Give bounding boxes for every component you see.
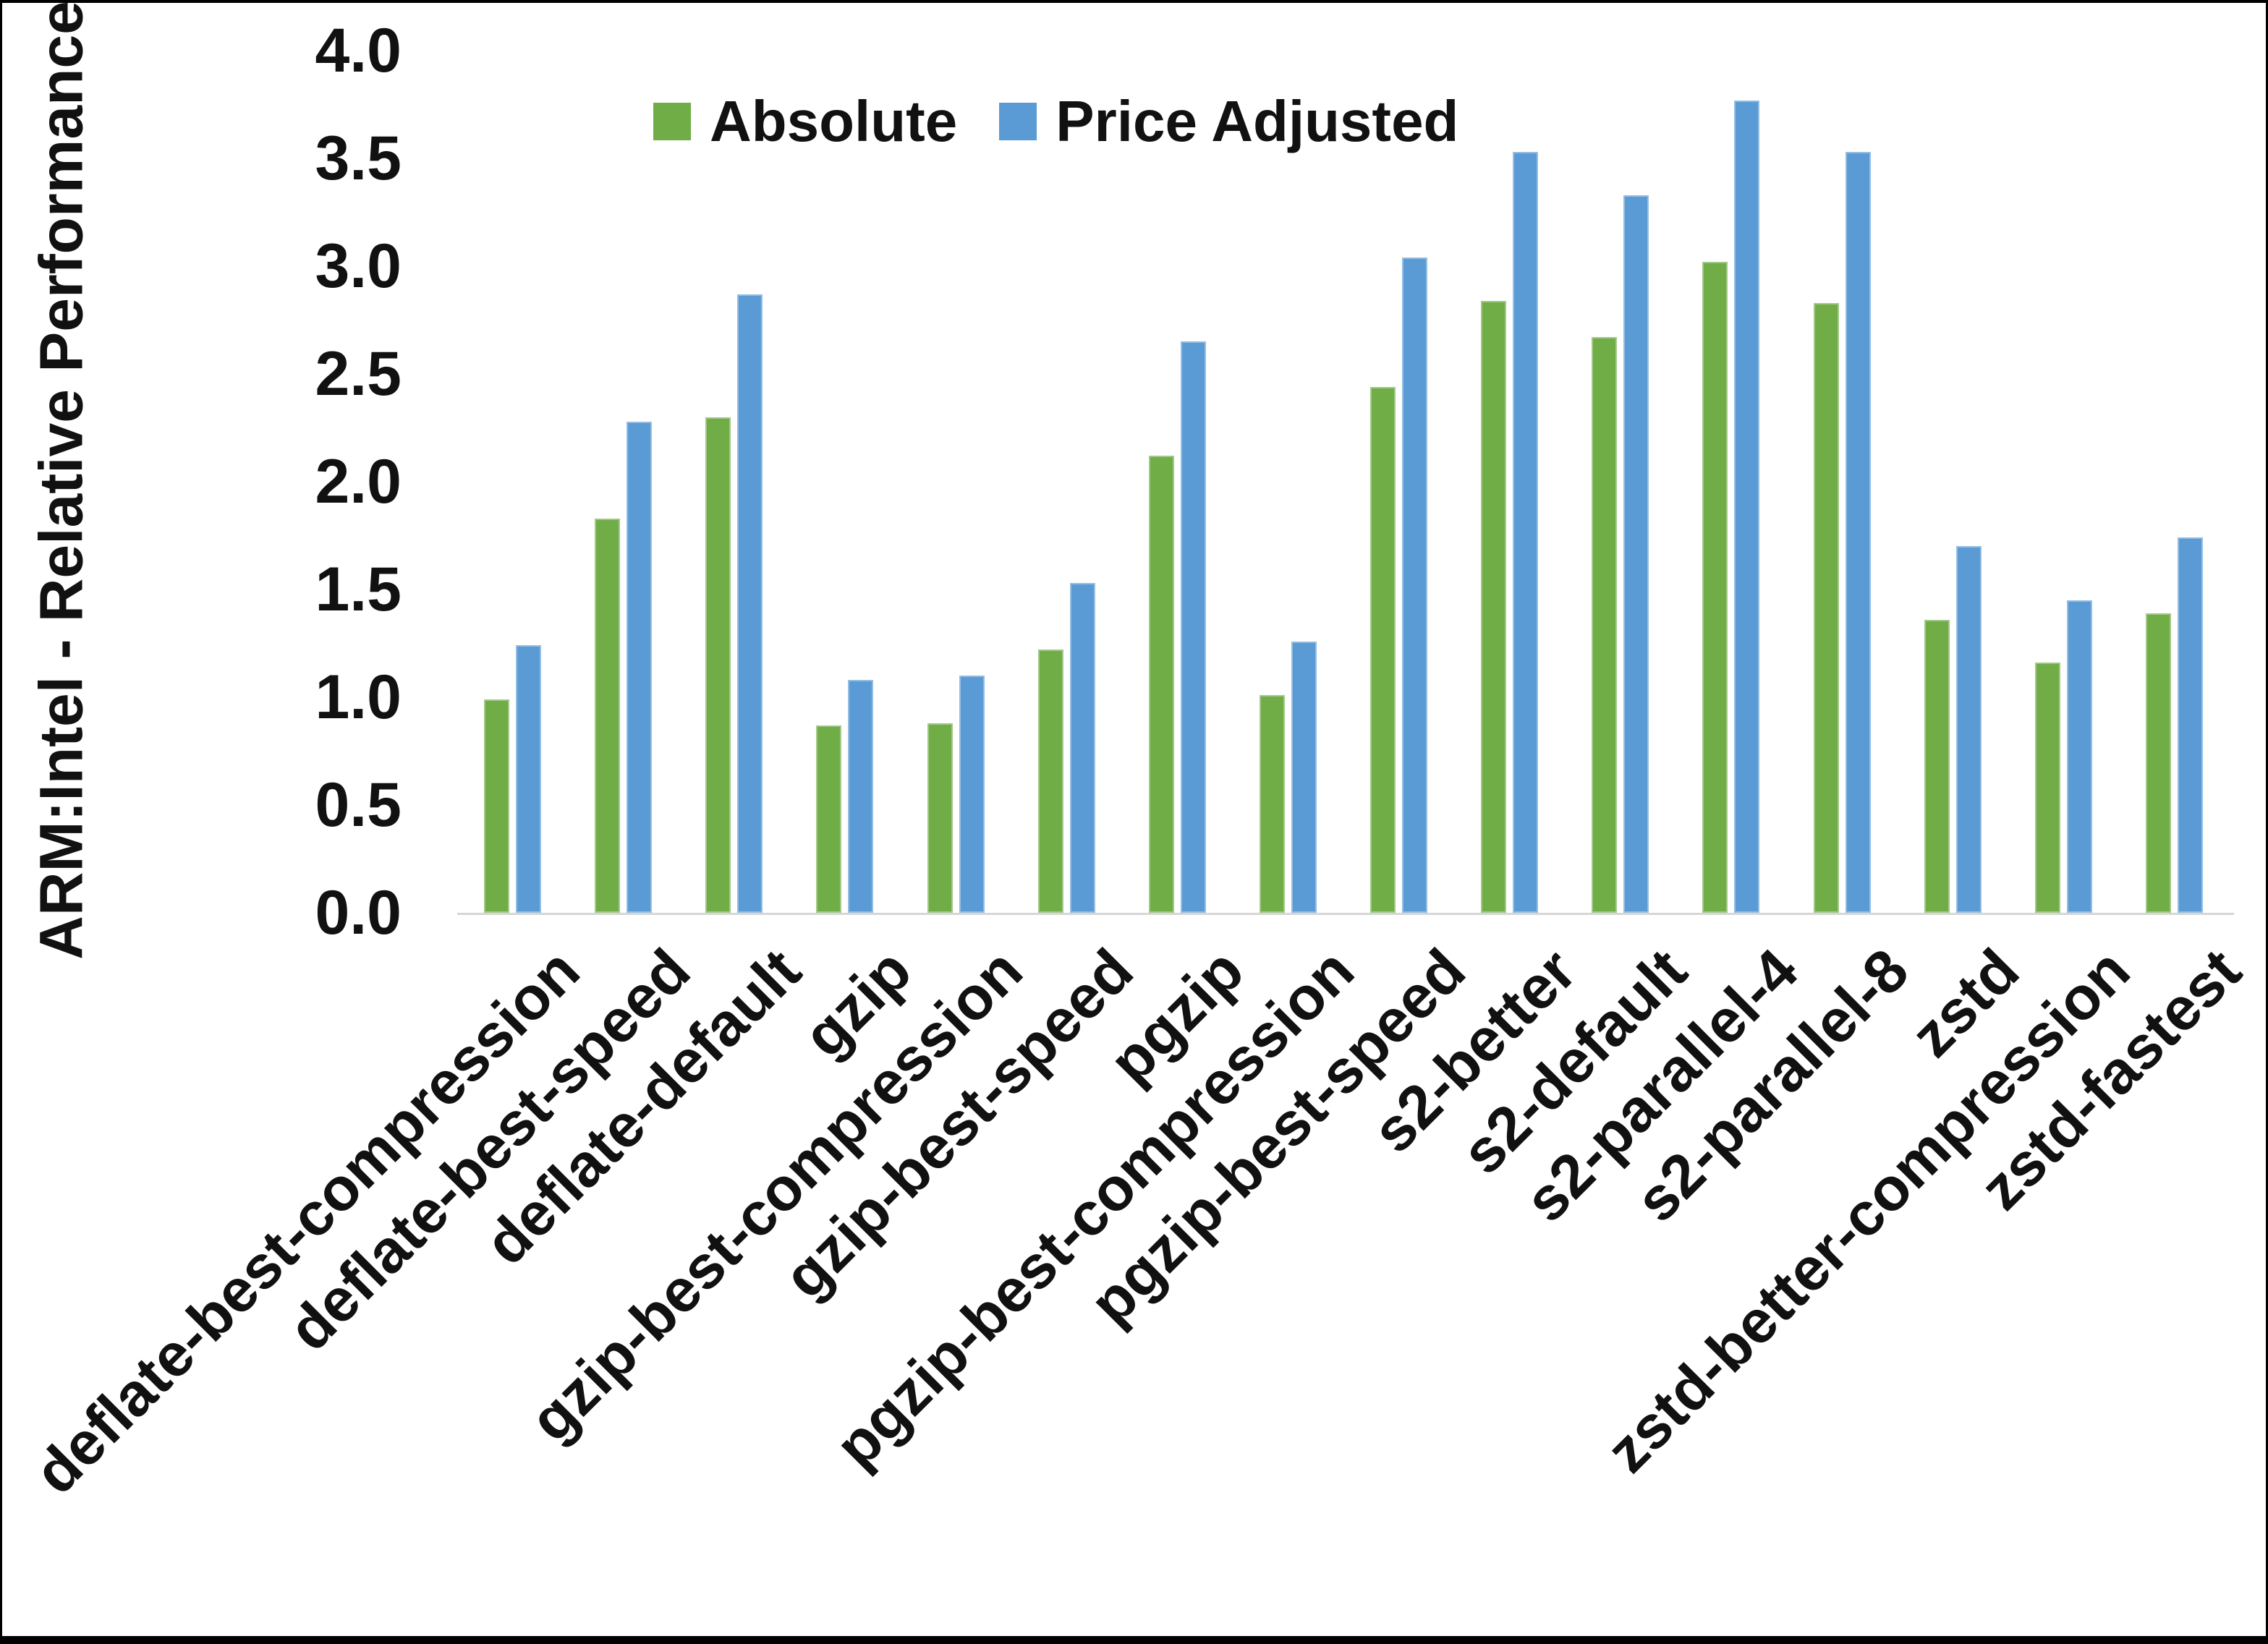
bar-absolute (1924, 620, 1950, 913)
bar-price-adjusted (1623, 195, 1649, 913)
y-tick-label: 1.0 (315, 663, 402, 732)
bar-absolute (1592, 337, 1617, 913)
legend-label-absolute: Absolute (710, 89, 958, 153)
bar-price-adjusted (1956, 546, 1982, 913)
y-axis-title: ARM:Intel - Relative Performance (27, 1, 95, 960)
bar-price-adjusted (1846, 152, 1871, 913)
legend-swatch-absolute (653, 103, 691, 140)
bar-price-adjusted (627, 422, 652, 913)
bar-absolute (1149, 456, 1174, 913)
bar-price-adjusted (1513, 152, 1538, 913)
legend-swatch-price-adjusted (999, 103, 1037, 140)
y-tick-label: 1.5 (315, 555, 402, 624)
legend-item-price-adjusted: Price Adjusted (999, 88, 1458, 155)
y-tick-label: 2.0 (315, 447, 402, 516)
bar-price-adjusted (1070, 583, 1095, 913)
bar-absolute (927, 723, 953, 913)
bar-price-adjusted (516, 645, 541, 913)
y-tick-label: 0.0 (315, 878, 402, 947)
bar-absolute (1814, 303, 1839, 913)
bar-price-adjusted (1734, 101, 1759, 913)
bar-price-adjusted (1402, 257, 1427, 913)
bar-price-adjusted (2178, 537, 2203, 913)
y-tick-label: 3.5 (315, 124, 402, 193)
legend-item-absolute: Absolute (653, 88, 957, 155)
y-tick-label: 2.5 (315, 339, 402, 409)
bar-absolute (1038, 649, 1063, 913)
bar-absolute (595, 519, 620, 913)
bar-price-adjusted (1291, 642, 1317, 913)
legend: Absolute Price Adjusted (653, 88, 1458, 155)
x-axis-line (457, 913, 2234, 915)
bar-price-adjusted (2067, 600, 2092, 913)
bar-absolute (2035, 663, 2060, 913)
bar-absolute (705, 417, 731, 913)
y-tick-label: 3.0 (315, 231, 402, 301)
bar-price-adjusted (959, 676, 985, 913)
y-tick-label: 0.5 (315, 770, 402, 840)
bar-absolute (2146, 613, 2171, 913)
legend-label-price-adjusted: Price Adjusted (1056, 89, 1459, 153)
bar-absolute (1260, 695, 1285, 913)
bar-absolute (1481, 301, 1506, 913)
bar-price-adjusted (848, 680, 873, 913)
bar-price-adjusted (1181, 341, 1206, 913)
bar-absolute (1370, 387, 1396, 913)
y-tick-label: 4.0 (315, 16, 402, 85)
bar-absolute (816, 725, 841, 913)
bar-price-adjusted (737, 294, 763, 913)
bar-absolute (1702, 262, 1728, 913)
bar-absolute (484, 699, 509, 913)
